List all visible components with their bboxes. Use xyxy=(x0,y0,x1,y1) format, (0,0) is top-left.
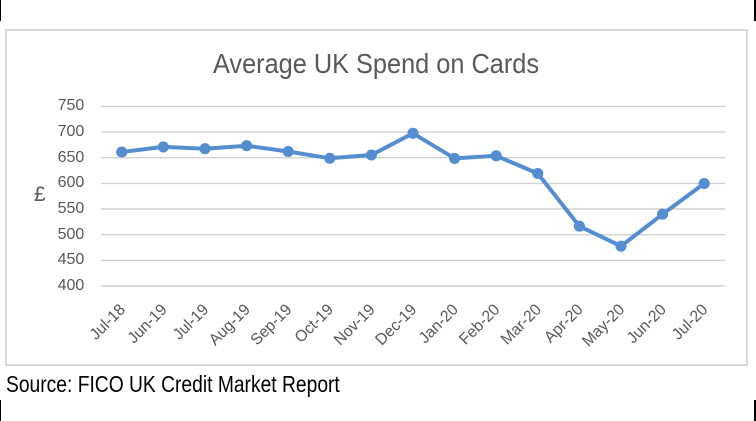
svg-text:Oct-19: Oct-19 xyxy=(292,301,338,347)
svg-text:Dec-19: Dec-19 xyxy=(372,301,420,349)
svg-text:Feb-20: Feb-20 xyxy=(456,301,503,348)
svg-text:Jun-19: Jun-19 xyxy=(125,301,171,347)
svg-text:Jan-20: Jan-20 xyxy=(416,301,462,347)
svg-text:Jul-20: Jul-20 xyxy=(669,301,711,343)
svg-text:Mar-20: Mar-20 xyxy=(498,301,545,348)
svg-text:May-20: May-20 xyxy=(579,301,628,350)
svg-text:Jun-20: Jun-20 xyxy=(624,301,670,347)
svg-text:Nov-19: Nov-19 xyxy=(331,301,379,349)
svg-text:Aug-19: Aug-19 xyxy=(206,301,254,349)
svg-text:Jul-18: Jul-18 xyxy=(87,301,129,343)
svg-text:Sep-19: Sep-19 xyxy=(248,301,296,349)
